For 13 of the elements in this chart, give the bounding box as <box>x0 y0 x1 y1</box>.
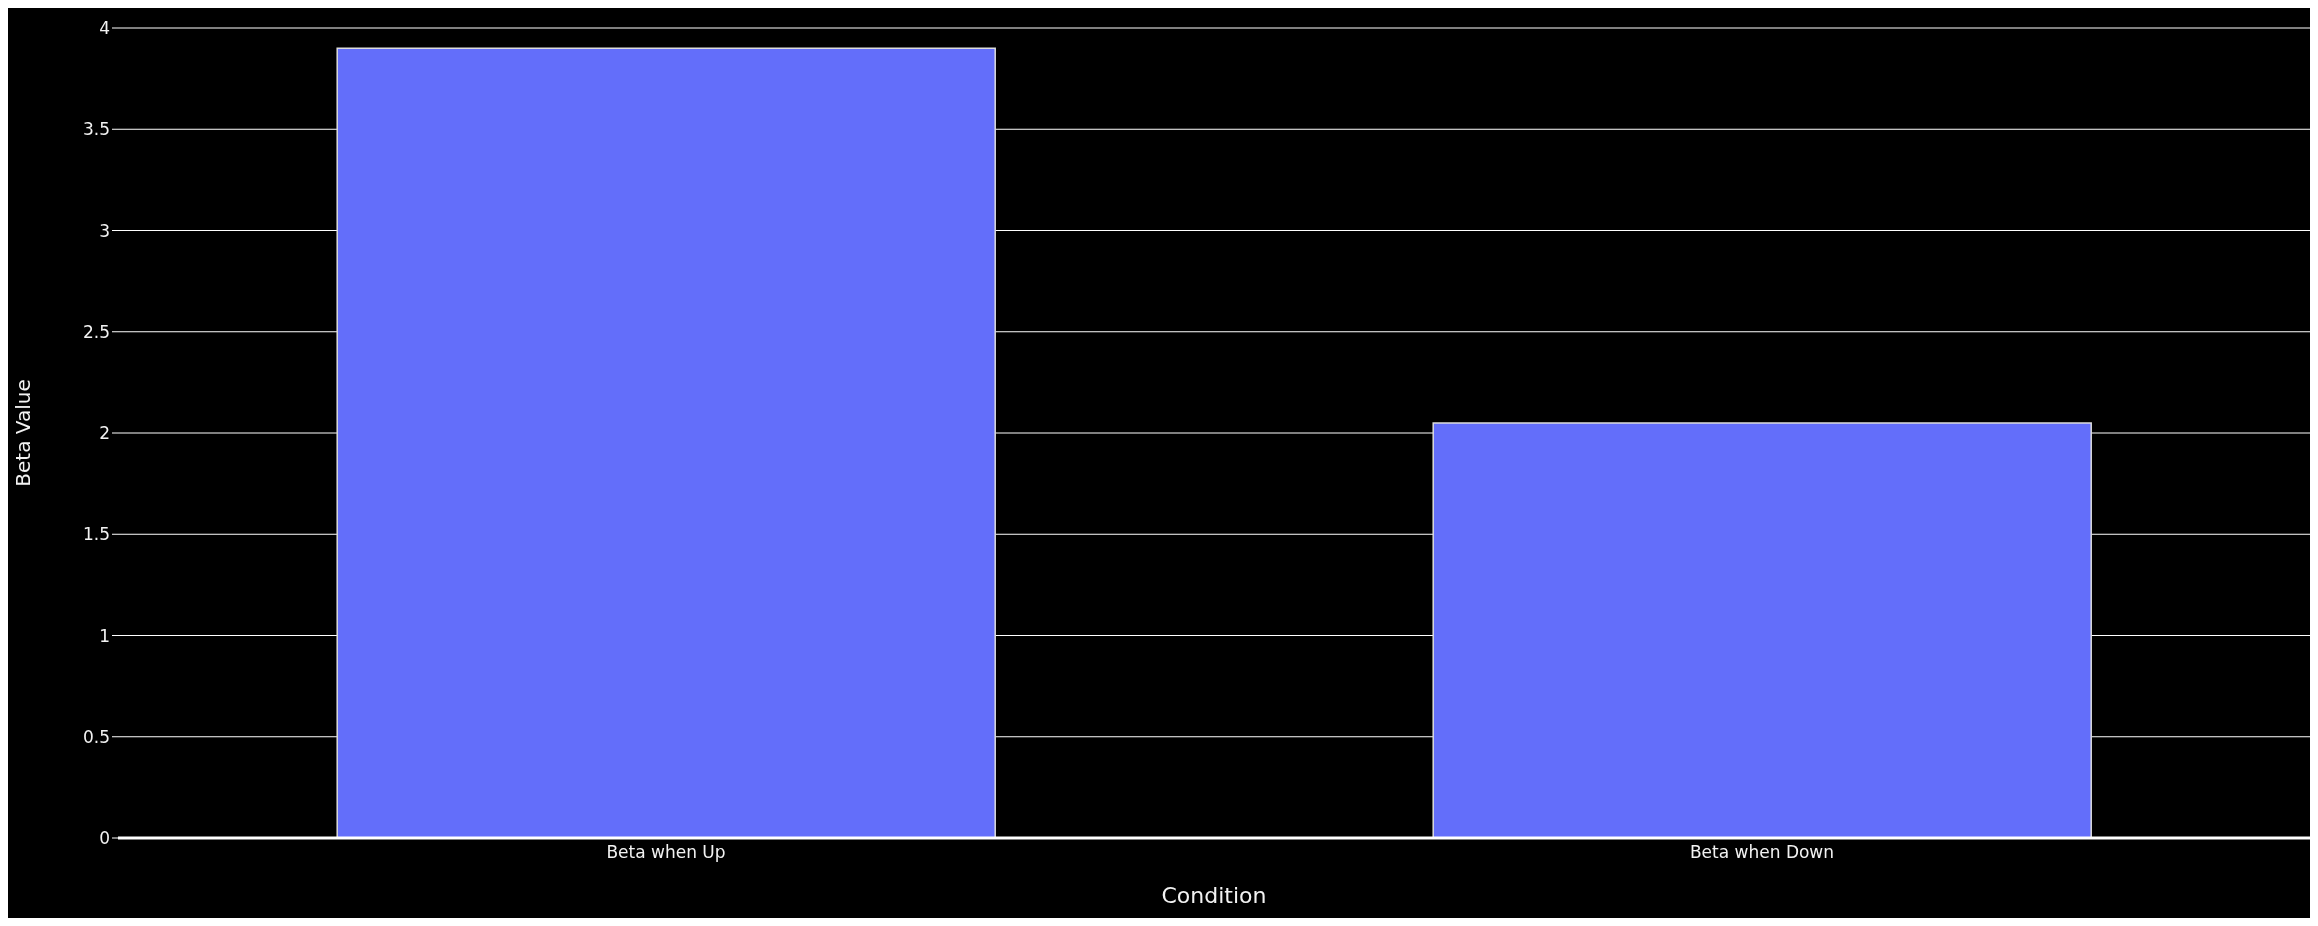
y-tick-label: 0.5 <box>82 726 110 747</box>
x-axis-title: Condition <box>1161 883 1267 908</box>
y-tick-label: 1 <box>99 625 110 646</box>
x-tick-label: Beta when Down <box>1689 842 1835 863</box>
y-tick-label: 2.5 <box>82 321 110 342</box>
y-axis-title: Beta Value <box>11 379 36 487</box>
y-tick-label: 4 <box>99 18 110 39</box>
y-tick-label: 1.5 <box>82 524 110 545</box>
y-tick-label: 2 <box>99 423 110 444</box>
x-tick-label: Beta when Up <box>606 842 726 863</box>
y-tick-label: 3.5 <box>82 119 110 140</box>
y-tick-label: 0 <box>99 828 110 849</box>
y-tick-label: 3 <box>99 220 110 241</box>
